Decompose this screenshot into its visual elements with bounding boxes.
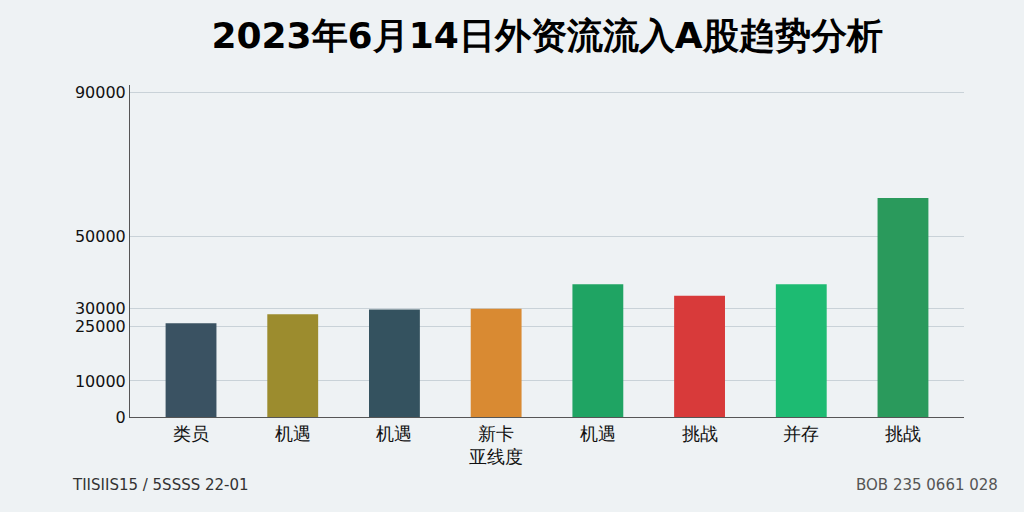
svg-text:挑战: 挑战 [682, 423, 718, 444]
svg-text:机遇: 机遇 [376, 423, 412, 444]
svg-text:TIISIIS15 / 5SSSS 22-01: TIISIIS15 / 5SSSS 22-01 [72, 476, 249, 494]
svg-text:类员: 类员 [173, 423, 209, 444]
svg-text:并存: 并存 [783, 423, 819, 444]
svg-text:新卡亚线度: 新卡亚线度 [469, 423, 523, 467]
svg-text:90000: 90000 [75, 83, 126, 102]
svg-text:25000: 25000 [75, 317, 126, 336]
svg-text:BOB 235 0661 028: BOB 235 0661 028 [856, 476, 998, 494]
svg-text:30000: 30000 [75, 299, 126, 318]
svg-text:0: 0 [116, 408, 126, 427]
svg-text:机遇: 机遇 [275, 423, 311, 444]
svg-text:10000: 10000 [75, 372, 126, 391]
svg-text:50000: 50000 [75, 227, 126, 246]
svg-text:2023年6月14日外资流流入A股趋势分析: 2023年6月14日外资流流入A股趋势分析 [211, 15, 882, 56]
svg-text:机遇: 机遇 [580, 423, 616, 444]
svg-text:挑战: 挑战 [885, 423, 921, 444]
